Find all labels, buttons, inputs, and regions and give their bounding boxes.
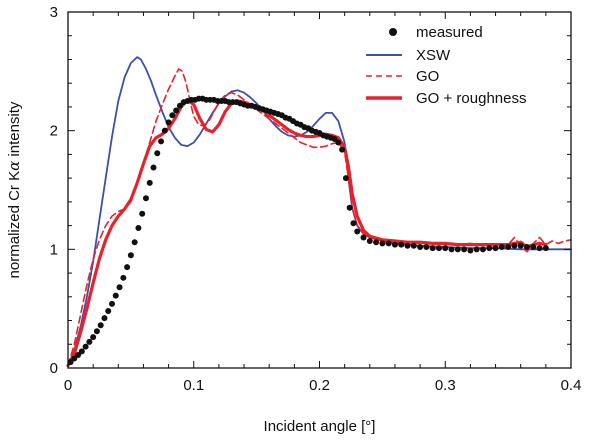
data-point-measured (78, 348, 85, 355)
data-point-measured (350, 220, 357, 227)
data-point-measured (429, 245, 436, 252)
data-point-measured (486, 245, 493, 252)
data-point-measured (116, 284, 123, 291)
data-point-measured (404, 242, 411, 249)
data-point-measured (473, 246, 480, 253)
series-line-go (67, 68, 572, 367)
data-point-measured (161, 127, 168, 134)
data-point-measured (511, 242, 518, 249)
y-axis-label: normalized Cr Kα intensity (5, 101, 23, 278)
data-point-measured (360, 234, 367, 241)
y-axis-label-main: normalized Cr K (6, 171, 23, 279)
x-tick-label: 0.4 (561, 377, 582, 394)
data-point-measured (135, 224, 142, 231)
x-axis-label: Incident angle [°] (264, 418, 376, 435)
y-axis-label-greek: α (5, 161, 23, 171)
series-line-go-roughness (66, 98, 548, 368)
x-tick-label: 0.3 (435, 377, 456, 394)
series-layer (66, 56, 572, 368)
data-point-measured (467, 247, 474, 254)
data-point-measured (423, 243, 430, 250)
data-point-measured (379, 240, 386, 247)
legend-marker-measured (389, 28, 397, 36)
data-point-measured (339, 146, 346, 153)
data-point-measured (523, 243, 530, 250)
legend-label-go-roughness: GO + roughness (416, 90, 526, 107)
legend: measured XSW GO GO + roughness (366, 24, 526, 107)
data-point-measured (391, 241, 398, 248)
data-point-measured (448, 246, 455, 253)
data-point-measured (498, 243, 505, 250)
data-point-measured (435, 245, 442, 252)
data-point-measured (158, 138, 165, 145)
data-point-measured (176, 102, 183, 109)
data-point-measured (112, 292, 119, 299)
y-tick-label: 1 (50, 241, 58, 258)
data-point-measured (410, 242, 417, 249)
data-point-measured (169, 112, 176, 119)
y-axis-label-tail: intensity (6, 101, 23, 161)
data-point-measured (354, 228, 361, 235)
data-point-measured (536, 245, 543, 252)
x-tick-label: 0.1 (183, 377, 204, 394)
data-point-measured (154, 150, 161, 157)
legend-label-measured: measured (416, 24, 483, 41)
data-point-measured (90, 334, 97, 341)
data-point-measured (105, 308, 112, 315)
data-point-measured (492, 245, 499, 252)
data-point-measured (542, 245, 549, 252)
data-point-measured (75, 351, 82, 358)
data-point-measured (505, 243, 512, 250)
y-tick-label: 3 (50, 4, 58, 21)
data-point-measured (461, 246, 468, 253)
data-point-measured (165, 119, 172, 126)
data-point-measured (97, 322, 104, 329)
data-point-measured (517, 242, 524, 249)
series-measured (67, 95, 549, 366)
data-point-measured (335, 139, 342, 146)
data-point-measured (173, 107, 180, 114)
y-tick-label: 0 (50, 360, 58, 377)
data-point-measured (530, 243, 537, 250)
data-point-measured (398, 241, 405, 248)
data-point-measured (385, 240, 392, 247)
data-point-measured (67, 359, 74, 366)
data-point-measured (142, 195, 149, 202)
data-point-measured (479, 246, 486, 253)
data-point-measured (127, 252, 134, 259)
data-point-measured (131, 239, 138, 246)
data-point-measured (366, 238, 373, 245)
data-point-measured (146, 179, 153, 186)
data-point-measured (417, 243, 424, 250)
data-point-measured (109, 300, 116, 307)
data-point-measured (454, 246, 461, 253)
data-point-measured (82, 343, 89, 350)
data-point-measured (150, 164, 157, 171)
legend-label-go: GO (416, 68, 439, 85)
legend-label-xsw: XSW (416, 47, 451, 64)
y-tick-label: 2 (50, 123, 58, 140)
data-point-measured (93, 328, 100, 335)
data-point-measured (86, 338, 93, 345)
x-tick-label: 0.2 (309, 377, 330, 394)
data-point-measured (346, 204, 353, 211)
data-point-measured (120, 274, 127, 281)
data-point-measured (71, 355, 78, 362)
data-point-measured (373, 239, 380, 246)
x-tick-label: 0 (64, 377, 72, 394)
ticks-layer: 0 0.1 0.2 0.3 0.4 0 1 2 3 (50, 4, 582, 394)
data-point-measured (331, 135, 338, 142)
data-point-measured (342, 175, 349, 182)
data-point-measured (124, 264, 131, 271)
data-point-measured (139, 210, 146, 217)
data-point-measured (442, 245, 449, 252)
data-point-measured (101, 315, 108, 322)
